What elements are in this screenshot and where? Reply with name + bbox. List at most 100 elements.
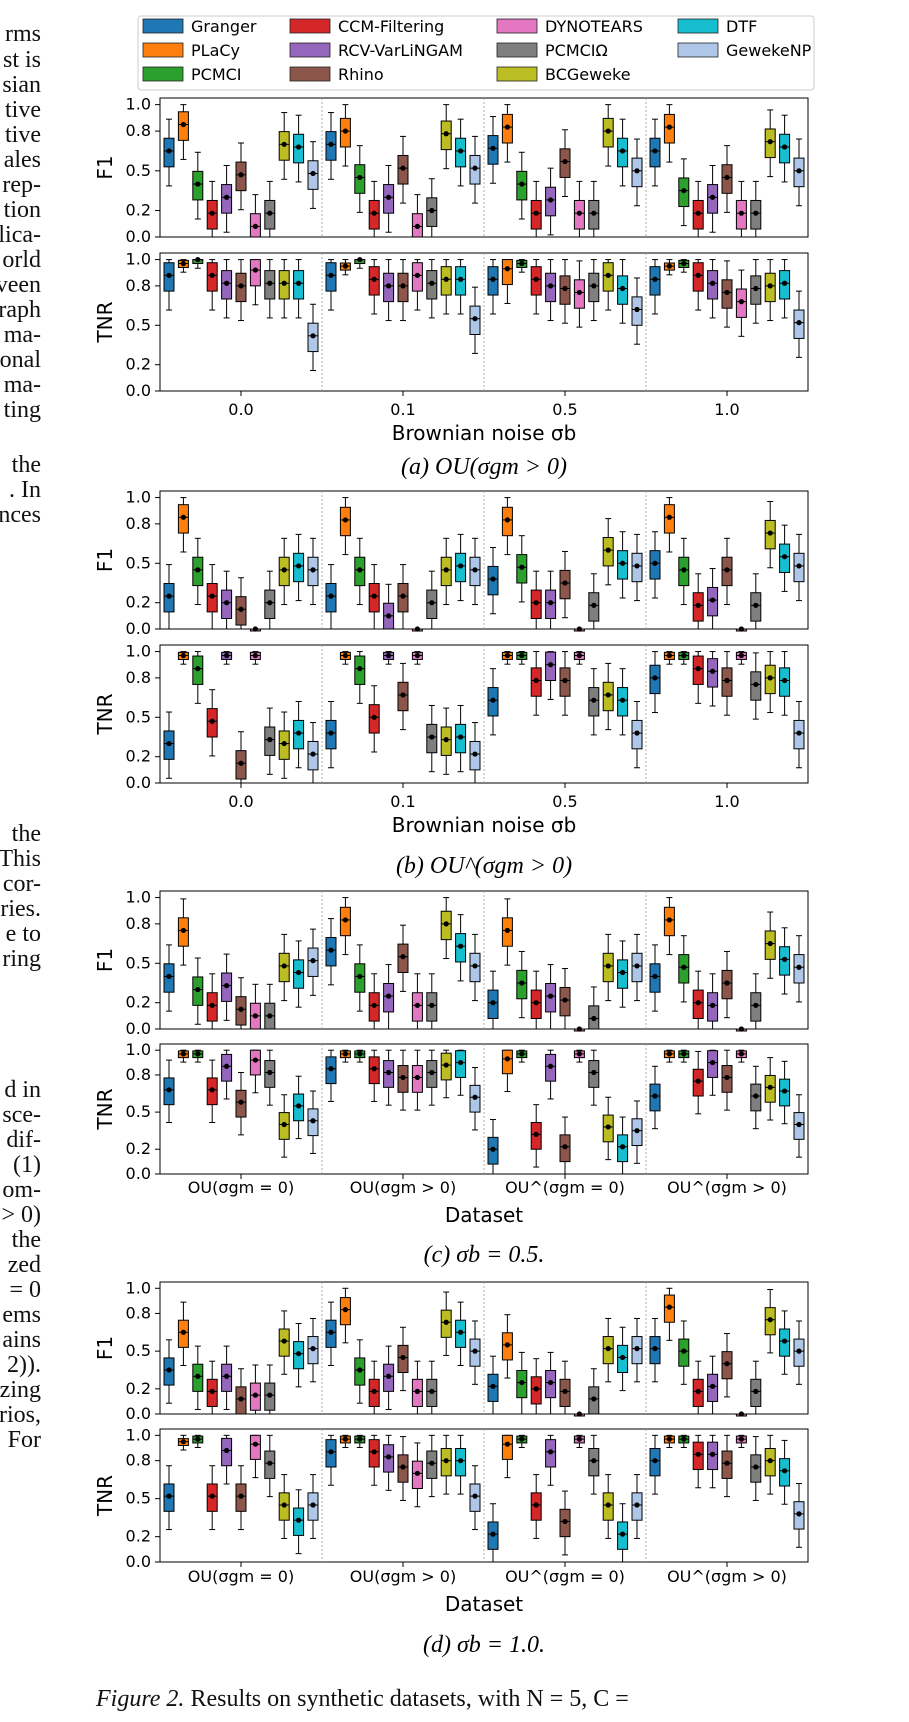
mean-marker: [605, 692, 611, 698]
box-ccm-filtering: [530, 970, 542, 1030]
box-dtf: [293, 1489, 305, 1555]
mean-marker: [472, 165, 478, 171]
mean-marker: [166, 1087, 172, 1093]
mean-marker: [328, 947, 334, 953]
mean-marker: [357, 1367, 363, 1373]
box-gewekenp: [307, 1474, 319, 1539]
mean-marker: [252, 1392, 258, 1398]
box-pcmci: [192, 1049, 204, 1063]
box-placy: [339, 1049, 351, 1063]
mean-marker: [490, 145, 496, 151]
box-dynotears: [249, 651, 261, 665]
mean-marker: [620, 697, 626, 703]
mean-marker: [591, 1458, 597, 1464]
box-pcmci: [516, 259, 528, 273]
box-body: [501, 1049, 513, 1075]
mean-marker: [562, 1518, 568, 1525]
mean-marker: [652, 1458, 658, 1464]
y-tick-label: 0.2: [126, 747, 151, 766]
box-pcmci: [192, 957, 204, 1025]
box-gewekenp: [793, 701, 805, 769]
box-pcmci: [192, 537, 204, 606]
mean-marker: [796, 1121, 802, 1128]
mean-marker: [738, 1411, 745, 1417]
mean-marker: [342, 1051, 348, 1057]
box-placy: [501, 497, 513, 556]
mean-marker: [371, 1002, 377, 1008]
box-dtf: [617, 940, 629, 1008]
box-rcv-varlingam: [221, 651, 233, 665]
box-bcgeweke: [278, 112, 290, 180]
mean-marker: [166, 1493, 172, 1499]
mean-marker: [252, 1013, 258, 1019]
margin-text-line: st is: [2, 47, 41, 73]
mean-marker: [533, 1386, 539, 1392]
mean-marker: [386, 993, 392, 999]
box-granger: [325, 1049, 337, 1102]
mean-marker: [753, 602, 759, 608]
box-dynotears: [249, 259, 261, 306]
mean-marker: [710, 1451, 716, 1457]
mean-marker: [767, 1084, 773, 1090]
box-granger: [163, 1059, 175, 1123]
box-rhino: [235, 977, 247, 1030]
mean-marker: [443, 1458, 449, 1464]
box-rhino: [397, 1326, 409, 1392]
box-dtf: [455, 914, 467, 982]
box-bcgeweke: [602, 662, 614, 731]
box-pcmci: [678, 1320, 690, 1385]
box-bcgeweke: [440, 897, 452, 960]
box-dynotears: [573, 626, 585, 632]
box-ccm-filtering: [206, 180, 218, 238]
mean-marker: [666, 652, 673, 659]
mean-marker: [724, 567, 730, 573]
mean-marker: [620, 969, 626, 976]
legend-swatch: [142, 42, 184, 58]
mean-marker: [443, 1319, 449, 1325]
mean-marker: [681, 188, 687, 194]
box-ccm-filtering: [692, 259, 704, 311]
box-granger: [325, 564, 337, 630]
box-pcmci-: [426, 259, 438, 319]
mean-marker: [252, 223, 258, 230]
y-tick-label: 0.0: [126, 227, 151, 246]
box-dynotears: [573, 1411, 585, 1417]
mean-marker: [224, 280, 230, 286]
box-rcv-varlingam: [545, 570, 557, 630]
mean-marker: [753, 681, 759, 688]
mean-marker: [753, 210, 759, 216]
margin-text-line: ains: [2, 1327, 41, 1353]
box-ccm-filtering: [530, 1358, 542, 1415]
box-rhino: [235, 1368, 247, 1415]
mean-marker: [504, 652, 510, 659]
box-bcgeweke: [440, 1434, 452, 1495]
box-pcmci-: [750, 1360, 762, 1415]
legend-label: Granger: [191, 17, 257, 36]
mean-marker: [281, 740, 287, 747]
box-granger: [487, 259, 499, 315]
mean-marker: [605, 1124, 611, 1130]
box-pcmci-: [426, 570, 438, 630]
mean-marker: [386, 1069, 392, 1076]
box-rhino: [235, 1465, 247, 1531]
box-rhino: [397, 1436, 409, 1501]
box-placy: [663, 1434, 675, 1448]
box-dynotears: [411, 973, 423, 1030]
box-rcv-varlingam: [545, 167, 557, 236]
mean-marker: [342, 1307, 348, 1313]
mean-marker: [472, 1094, 478, 1100]
y-tick-label: 0.0: [126, 1552, 151, 1571]
box-granger: [487, 1119, 499, 1175]
box-pcmci-: [588, 1434, 600, 1495]
mean-marker: [562, 997, 568, 1003]
mean-marker: [504, 266, 510, 272]
box-pcmci-: [588, 573, 600, 630]
box-ccm-filtering: [368, 1360, 380, 1415]
box-rcv-varlingam: [545, 1049, 557, 1100]
box-dynotears: [735, 180, 747, 238]
box-granger: [163, 118, 175, 187]
mean-marker: [652, 675, 658, 681]
box-placy: [663, 651, 675, 665]
mean-marker: [753, 1464, 759, 1470]
mean-marker: [681, 260, 687, 267]
